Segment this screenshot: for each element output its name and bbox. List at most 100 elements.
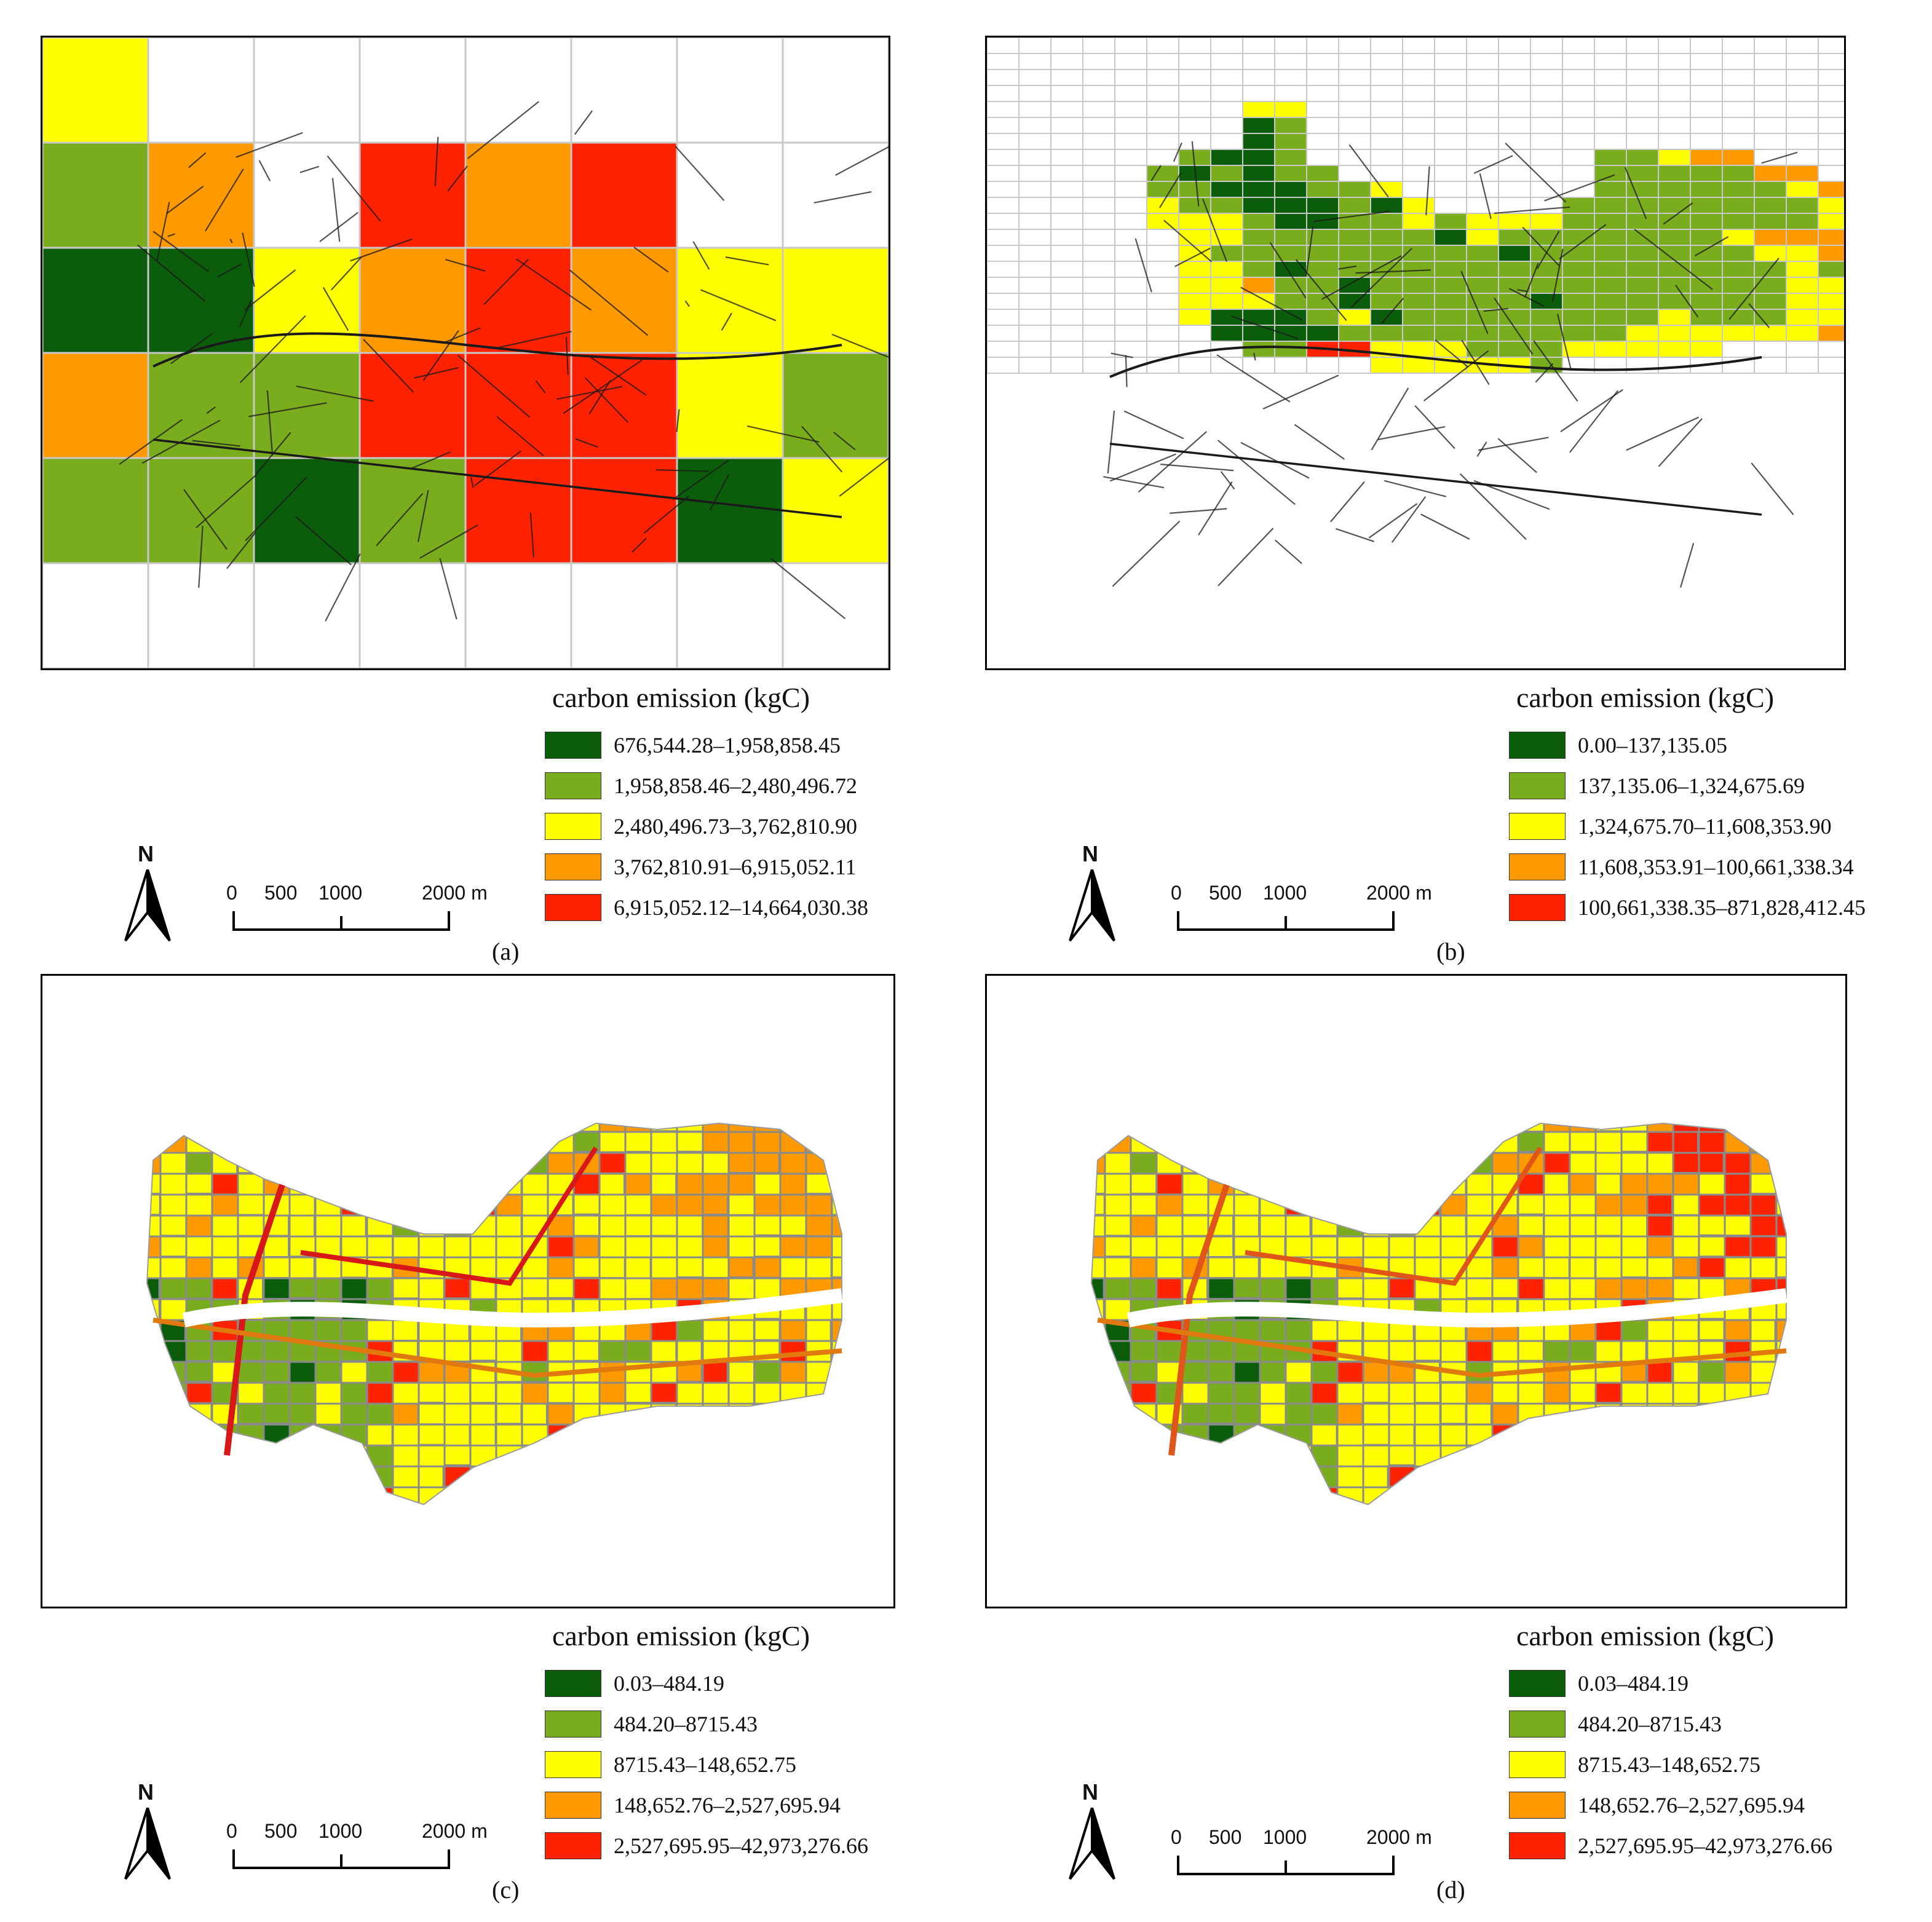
parcel — [290, 1508, 316, 1530]
road-line — [1675, 285, 1699, 318]
map-frame-a[interactable] — [41, 36, 890, 670]
grid-cell — [1402, 181, 1435, 198]
parcel — [753, 1465, 783, 1489]
grid-cell — [1658, 149, 1691, 166]
parcel — [1233, 1214, 1260, 1238]
legend-label: 2,527,695.95–42,973,276.66 — [614, 1833, 868, 1858]
legend-label: 1,958,858.46–2,480,496.72 — [614, 773, 857, 798]
grid-cell — [1178, 229, 1211, 246]
grid-cell — [1114, 325, 1147, 342]
parcel — [340, 1131, 369, 1153]
grid-cell — [1050, 181, 1083, 198]
parcel — [1233, 1444, 1261, 1468]
parcel — [1207, 1382, 1238, 1406]
parcel — [392, 1361, 420, 1385]
parcel — [1336, 1319, 1364, 1342]
grid-cell — [1018, 261, 1051, 278]
parcel — [185, 1173, 213, 1195]
parcel — [1310, 1444, 1339, 1468]
parcel — [521, 1465, 549, 1487]
road-line — [814, 191, 872, 204]
parcel — [1181, 1402, 1211, 1425]
scale-label-2000: 2000 m — [1366, 1826, 1432, 1848]
road-line — [1524, 263, 1539, 298]
grid-cell — [1370, 197, 1403, 214]
parcel — [1091, 1214, 1107, 1239]
parcel — [1155, 1256, 1186, 1281]
road-line — [439, 558, 457, 620]
parcel — [753, 1193, 783, 1217]
grid-cell — [1402, 149, 1435, 166]
legend-item-class-5: 100,661,338.35–871,828,412.45 — [1509, 887, 1932, 928]
parcel — [212, 1508, 239, 1529]
road-line — [585, 377, 628, 423]
parcel — [1388, 1123, 1415, 1134]
grid-cell — [1594, 277, 1627, 294]
grid-cell — [1370, 229, 1403, 246]
parcel — [1646, 1214, 1674, 1239]
grid-cell — [987, 197, 1019, 214]
grid-cell — [1530, 53, 1563, 70]
map-frame-b[interactable] — [985, 36, 1846, 670]
grid-cell — [358, 38, 467, 144]
grid-cell — [1754, 117, 1787, 134]
map-frame-c[interactable] — [41, 974, 895, 1608]
panel-c: carbon emission (kgC) 0.03–484.19 484.20… — [18, 955, 978, 1904]
grid-cell — [1562, 149, 1595, 166]
grid-cell — [1082, 325, 1115, 342]
parcel — [263, 1382, 293, 1406]
parcel — [1285, 1465, 1315, 1489]
parcel — [521, 1193, 550, 1219]
parcel — [1439, 1465, 1468, 1487]
parcel — [702, 1214, 730, 1239]
parcel — [805, 1465, 833, 1489]
parcel — [1233, 1152, 1261, 1174]
grid-cell — [570, 352, 678, 459]
grid-cell — [1018, 293, 1051, 310]
grid-cell — [1402, 261, 1435, 278]
parcel — [1439, 1214, 1467, 1238]
grid-cell — [1626, 133, 1659, 150]
parcel — [1233, 1123, 1262, 1133]
grid-cell — [1050, 101, 1083, 118]
grid-cell — [1178, 69, 1211, 86]
parcel — [1259, 1465, 1288, 1489]
parcel — [469, 1131, 497, 1153]
parcel — [185, 1193, 215, 1217]
parcel — [469, 1486, 499, 1505]
grid-cell — [1594, 325, 1627, 342]
grid-cell — [1690, 309, 1723, 326]
parcel — [1620, 1423, 1649, 1448]
legend-item-class-4: 148,652.76–2,527,695.94 — [545, 1785, 975, 1825]
parcel — [702, 1444, 730, 1468]
grid-cell — [1242, 53, 1275, 70]
parcel — [1724, 1235, 1754, 1258]
grid-cell — [1082, 165, 1115, 182]
parcel — [1775, 1486, 1786, 1505]
parcel — [1672, 1319, 1700, 1343]
road-line — [496, 416, 544, 457]
parcel — [470, 1508, 496, 1529]
legend-item-class-2: 484.20–8715.43 — [1509, 1704, 1932, 1744]
parcel — [1543, 1277, 1574, 1301]
grid-cell — [1050, 53, 1083, 70]
parcel — [1260, 1508, 1288, 1530]
parcel — [1543, 1340, 1571, 1363]
parcel — [211, 1340, 240, 1364]
grid-cell — [1498, 245, 1531, 262]
parcel — [598, 1465, 628, 1489]
parcel — [288, 1465, 316, 1489]
road-line — [709, 473, 730, 511]
parcel — [702, 1193, 729, 1216]
parcel — [1620, 1402, 1649, 1428]
grid-cell — [1402, 277, 1435, 294]
legend-swatch — [545, 813, 601, 840]
parcel — [1543, 1131, 1572, 1153]
grid-cell — [1818, 261, 1844, 278]
parcel — [1336, 1444, 1365, 1468]
parcel — [521, 1131, 549, 1155]
map-frame-d[interactable] — [985, 974, 1847, 1608]
grid-cell — [42, 562, 149, 668]
road-line — [470, 477, 474, 488]
city-outline — [146, 1122, 842, 1506]
